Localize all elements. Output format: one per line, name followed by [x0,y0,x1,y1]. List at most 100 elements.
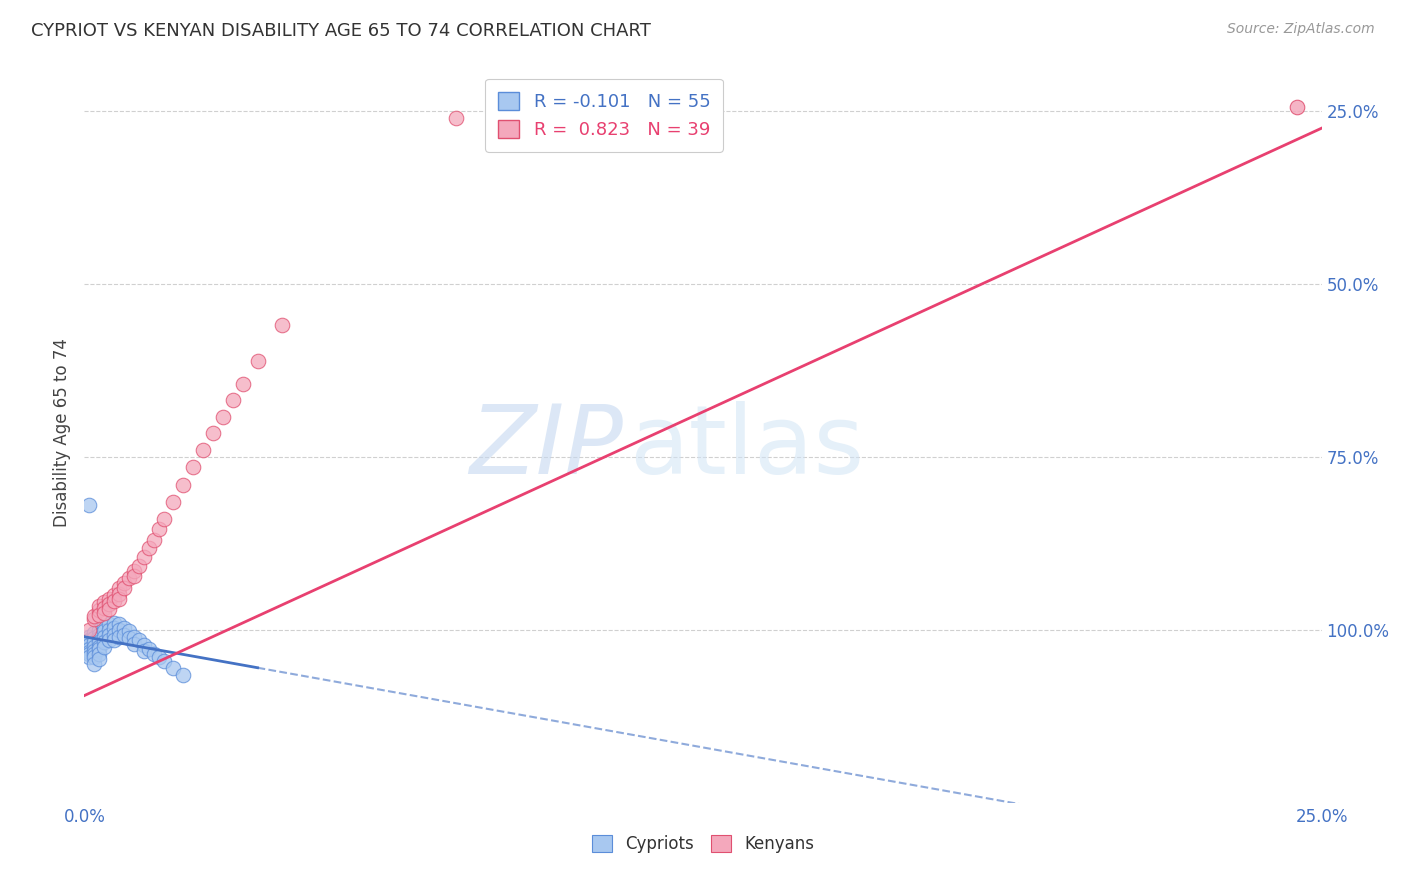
Point [112,575,135,590]
Point [112,622,135,636]
Text: atlas: atlas [628,401,863,494]
Point [98,623,121,637]
Point [112,628,135,642]
Point [89,628,111,642]
Legend: Cypriots, Kenyans: Cypriots, Kenyans [583,826,823,861]
Text: CYPRIOT VS KENYAN DISABILITY AGE 65 TO 74 CORRELATION CHART: CYPRIOT VS KENYAN DISABILITY AGE 65 TO 7… [31,22,651,40]
Point [83,626,105,640]
Point [93,640,115,654]
Point [108,623,131,637]
Point [108,630,131,644]
Point [108,587,131,601]
Point [162,495,184,509]
Point [83,631,105,645]
Point [246,354,269,368]
Point [138,541,160,556]
Text: ZIP: ZIP [468,401,623,494]
Point [98,602,121,616]
Point [128,633,150,648]
Point [132,643,155,657]
Point [148,650,170,665]
Point [89,623,111,637]
Point [162,661,184,675]
Point [118,631,141,645]
Point [128,559,150,574]
Point [79,650,101,665]
Point [93,624,115,639]
Point [98,633,121,648]
Point [79,633,101,648]
Point [148,523,170,537]
Point [191,442,214,457]
Point [83,609,105,624]
Point [83,635,105,649]
Point [152,654,174,668]
Point [79,638,101,652]
Point [222,393,245,408]
Point [93,635,115,649]
Point [103,633,125,648]
Point [83,650,105,665]
Point [79,642,101,657]
Point [122,637,145,651]
Point [1285,100,1308,114]
Point [98,591,121,606]
Point [93,595,115,609]
Point [89,599,111,613]
Point [122,564,145,578]
Point [232,377,254,392]
Point [152,512,174,526]
Point [83,657,105,672]
Point [138,642,160,657]
Point [93,630,115,644]
Point [444,111,467,125]
Point [112,582,135,596]
Point [103,588,125,602]
Point [89,603,111,617]
Text: Source: ZipAtlas.com: Source: ZipAtlas.com [1227,22,1375,37]
Point [132,550,155,565]
Point [79,623,101,637]
Point [89,652,111,666]
Point [132,638,155,652]
Point [89,647,111,661]
Point [83,647,105,661]
Point [79,498,101,512]
Point [103,593,125,607]
Point [98,628,121,642]
Point [172,477,194,491]
Point [79,645,101,659]
Point [103,622,125,636]
Point [93,606,115,620]
Point [83,612,105,626]
Point [79,647,101,661]
Point [89,642,111,657]
Point [122,569,145,583]
Point [108,582,131,596]
Point [202,425,225,440]
Point [79,630,101,644]
Point [83,643,105,657]
Point [89,635,111,649]
Point [93,600,115,615]
Point [83,640,105,654]
Point [118,624,141,639]
Point [172,667,194,681]
Point [142,533,165,547]
Point [212,409,235,424]
Y-axis label: Disability Age 65 to 74: Disability Age 65 to 74 [53,338,72,527]
Point [89,640,111,654]
Point [181,460,204,475]
Point [89,607,111,622]
Point [271,318,294,333]
Point [103,615,125,630]
Point [93,619,115,633]
Point [118,571,141,585]
Point [108,591,131,606]
Point [122,630,145,644]
Point [108,617,131,632]
Point [89,631,111,645]
Point [98,617,121,632]
Point [98,597,121,611]
Point [103,628,125,642]
